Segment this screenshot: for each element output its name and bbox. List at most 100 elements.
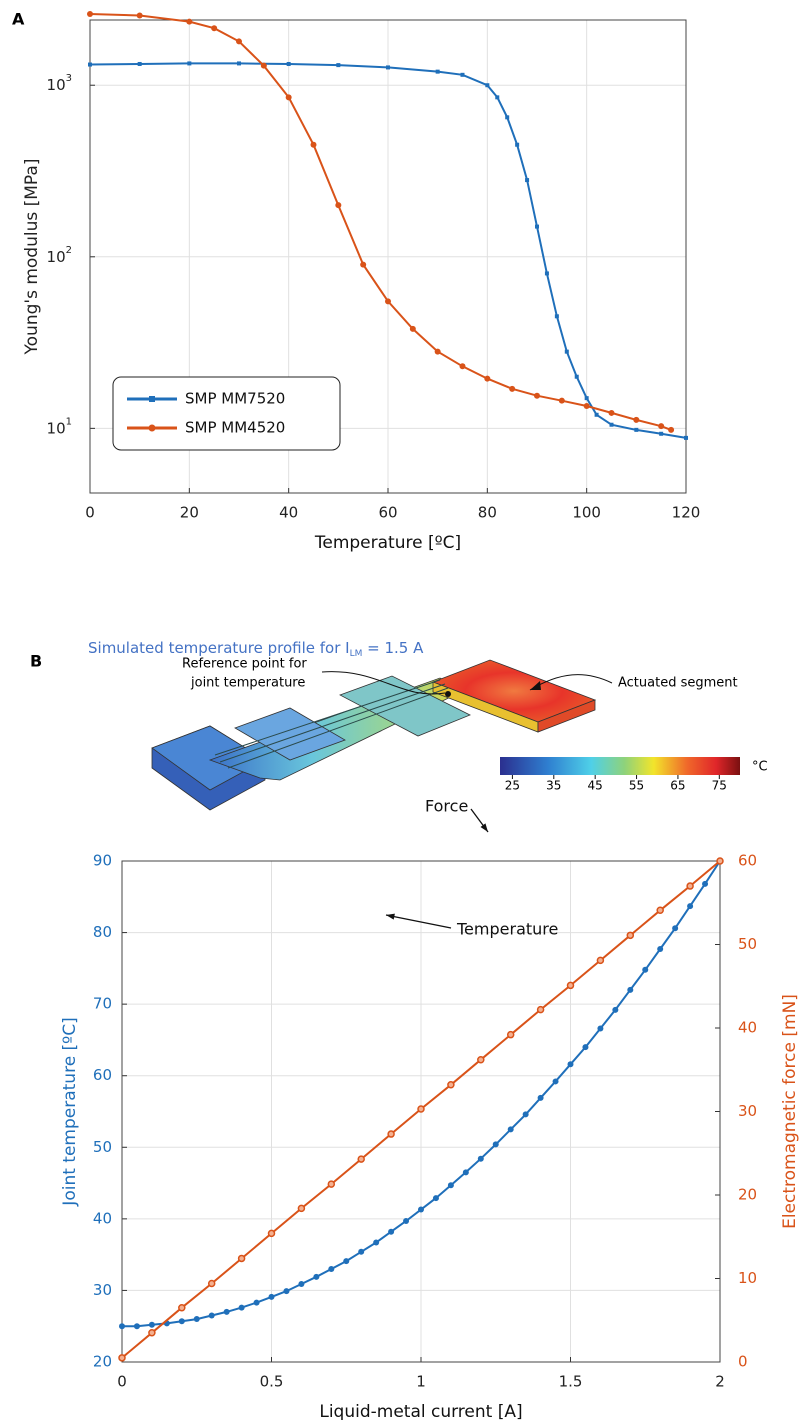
marker — [358, 1249, 364, 1255]
marker — [585, 396, 589, 400]
marker — [448, 1082, 454, 1088]
y-tick-label: 102 — [47, 245, 72, 266]
title-tail: = 1.5 A — [362, 639, 424, 657]
marker — [187, 61, 191, 65]
marker — [134, 1323, 140, 1329]
x-tick-label: 100 — [572, 504, 601, 522]
colorbar-tick-label: 75 — [712, 779, 727, 793]
marker — [239, 1305, 245, 1311]
marker — [435, 349, 441, 355]
marker — [508, 1126, 514, 1132]
marker — [137, 12, 143, 18]
tick-base: 10 — [47, 419, 66, 437]
tick-exponent: 3 — [66, 73, 72, 84]
x-tick-label: 60 — [378, 504, 397, 522]
x-tick-label: 2 — [715, 1373, 725, 1391]
x-tick-label: 1 — [416, 1373, 426, 1391]
tick-base: 10 — [47, 247, 66, 265]
marker — [495, 95, 499, 99]
y-tick-label: 20 — [93, 1353, 112, 1371]
y2-axis-label: Electromagnetic force [mN] — [780, 994, 800, 1229]
diagram: Simulated temperature profile for ILM = … — [88, 639, 768, 811]
marker — [559, 398, 565, 404]
title-text: Simulated temperature profile for I — [88, 639, 350, 657]
marker — [545, 271, 549, 275]
marker — [388, 1131, 394, 1137]
x-tick-label: 40 — [279, 504, 298, 522]
marker — [87, 11, 93, 17]
marker — [478, 1156, 484, 1162]
marker — [508, 1032, 514, 1038]
colorbar-unit: °C — [752, 760, 768, 775]
marker — [478, 1057, 484, 1063]
arrow-head — [386, 914, 395, 920]
marker — [298, 1281, 304, 1287]
marker — [717, 858, 723, 864]
y2-tick-label: 30 — [738, 1102, 757, 1120]
segment-label: Actuated segment — [618, 676, 738, 691]
marker — [523, 1111, 529, 1117]
y2-tick-label: 0 — [738, 1353, 748, 1371]
y-axis-label: Young's modulus [MPa] — [22, 159, 42, 356]
marker — [194, 1316, 200, 1322]
y-axis-label: Joint temperature [ºC] — [60, 1017, 80, 1206]
colorbar-tick-label: 45 — [588, 779, 603, 793]
marker — [609, 410, 615, 416]
x-tick-label: 120 — [672, 504, 701, 522]
marker — [286, 94, 292, 100]
arrow-head — [480, 823, 488, 832]
marker — [385, 298, 391, 304]
y-tick-label: 30 — [93, 1281, 112, 1299]
marker — [269, 1294, 275, 1300]
marker — [298, 1205, 304, 1211]
series-line — [90, 14, 671, 430]
marker — [525, 178, 529, 182]
marker — [436, 70, 440, 74]
legend-marker — [149, 396, 155, 402]
marker — [575, 375, 579, 379]
marker — [687, 883, 693, 889]
marker — [179, 1305, 185, 1311]
marker — [627, 932, 633, 938]
marker — [328, 1266, 334, 1272]
marker — [684, 436, 688, 440]
marker — [509, 386, 515, 392]
marker — [254, 1300, 260, 1306]
x-tick-label: 80 — [478, 504, 497, 522]
x-axis-label: Liquid-metal current [A] — [319, 1402, 522, 1420]
y-tick-label: 70 — [93, 995, 112, 1013]
marker — [515, 143, 519, 147]
reference-label: Reference point for — [182, 657, 307, 672]
tick-base: 10 — [47, 76, 66, 94]
marker — [209, 1312, 215, 1318]
colorbar-tick-label: 65 — [670, 779, 685, 793]
marker — [433, 1195, 439, 1201]
marker — [565, 350, 569, 354]
marker — [336, 63, 340, 67]
colorbar-tick-label: 55 — [629, 779, 644, 793]
legend-label: SMP MM7520 — [185, 390, 285, 408]
annotation: Temperature — [456, 920, 558, 939]
y2-tick-label: 40 — [738, 1019, 757, 1037]
y-tick-label: 80 — [93, 923, 112, 941]
marker — [179, 1318, 185, 1324]
marker — [493, 1141, 499, 1147]
y-tick-label: 101 — [47, 416, 72, 437]
marker — [568, 1061, 574, 1067]
y2-tick-label: 50 — [738, 935, 757, 953]
y-tick-label: 60 — [93, 1066, 112, 1084]
marker — [224, 1309, 230, 1315]
legend-label: SMP MM4520 — [185, 419, 285, 437]
marker — [261, 63, 267, 69]
x-tick-label: 20 — [180, 504, 199, 522]
figure: A B Simulated temperature profile for IL… — [0, 0, 804, 1420]
marker — [335, 202, 341, 208]
marker — [505, 115, 509, 119]
marker — [553, 1078, 559, 1084]
marker — [672, 925, 678, 931]
marker — [138, 62, 142, 66]
marker — [418, 1106, 424, 1112]
marker — [535, 225, 539, 229]
marker — [463, 1169, 469, 1175]
marker — [657, 907, 663, 913]
